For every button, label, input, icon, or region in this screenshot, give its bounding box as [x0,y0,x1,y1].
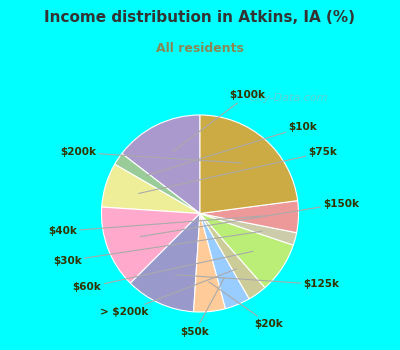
Text: $125k: $125k [175,275,340,289]
Text: $150k: $150k [140,199,359,237]
Text: $75k: $75k [139,147,337,194]
Text: $20k: $20k [209,282,283,329]
Wedge shape [115,154,200,214]
Text: $40k: $40k [48,216,264,236]
Text: $50k: $50k [181,278,224,337]
Wedge shape [102,164,200,214]
Text: Income distribution in Atkins, IA (%): Income distribution in Atkins, IA (%) [44,10,356,26]
Text: $60k: $60k [73,251,253,292]
Text: City-Data.com: City-Data.com [248,93,328,103]
Wedge shape [194,214,226,312]
Wedge shape [200,214,249,309]
Wedge shape [200,214,297,245]
Wedge shape [102,207,200,283]
Wedge shape [200,201,298,233]
Wedge shape [130,214,200,312]
Text: > $200k: > $200k [100,269,236,317]
Text: $200k: $200k [60,147,241,163]
Text: $100k: $100k [172,90,266,152]
Wedge shape [200,214,265,299]
Wedge shape [200,214,293,288]
Text: $10k: $10k [147,122,318,175]
Wedge shape [122,115,200,214]
Text: All residents: All residents [156,42,244,55]
Wedge shape [200,115,298,214]
Text: $30k: $30k [53,231,262,266]
